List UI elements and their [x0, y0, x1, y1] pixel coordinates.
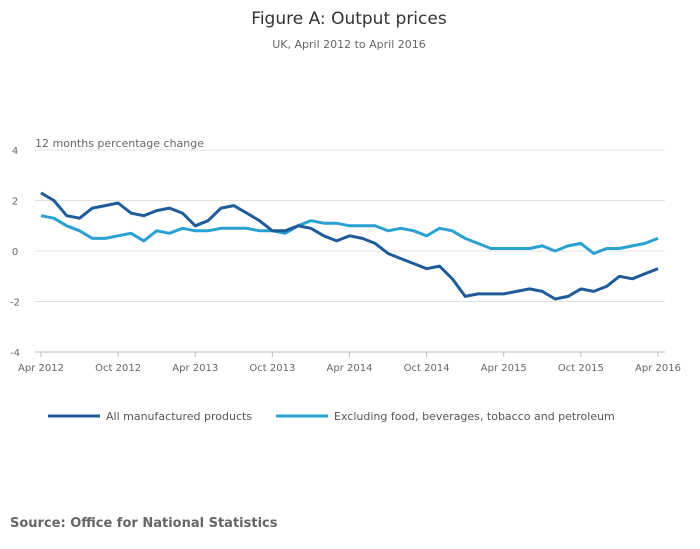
x-tick-label: Apr 2014: [327, 363, 373, 374]
x-tick-label: Apr 2013: [172, 363, 218, 374]
x-tick-label: Apr 2016: [635, 363, 681, 374]
source-note: Source: Office for National Statistics: [10, 516, 278, 531]
chart-title: Figure A: Output prices: [251, 9, 447, 29]
legend-label: Excluding food, beverages, tobacco and p…: [334, 410, 615, 423]
x-tick-label: Apr 2015: [481, 363, 527, 374]
series-line-1: [40, 214, 659, 255]
y-tick-label: -2: [10, 298, 20, 309]
x-tick-label: Apr 2012: [18, 363, 64, 374]
y-tick-label: 4: [12, 146, 18, 157]
x-tick-label: Oct 2014: [404, 363, 450, 374]
x-tick-label: Oct 2012: [95, 363, 141, 374]
legend-label: All manufactured products: [106, 410, 252, 423]
x-tick-label: Oct 2013: [249, 363, 295, 374]
x-tick-label: Oct 2015: [558, 363, 604, 374]
y-tick-label: -4: [10, 348, 20, 359]
series-line-0: [40, 191, 659, 301]
chart-subtitle: UK, April 2012 to April 2016: [272, 38, 426, 51]
y-tick-label: 2: [12, 197, 18, 208]
y-axis-label: 12 months percentage change: [35, 137, 204, 150]
y-tick-label: 0: [12, 247, 18, 258]
